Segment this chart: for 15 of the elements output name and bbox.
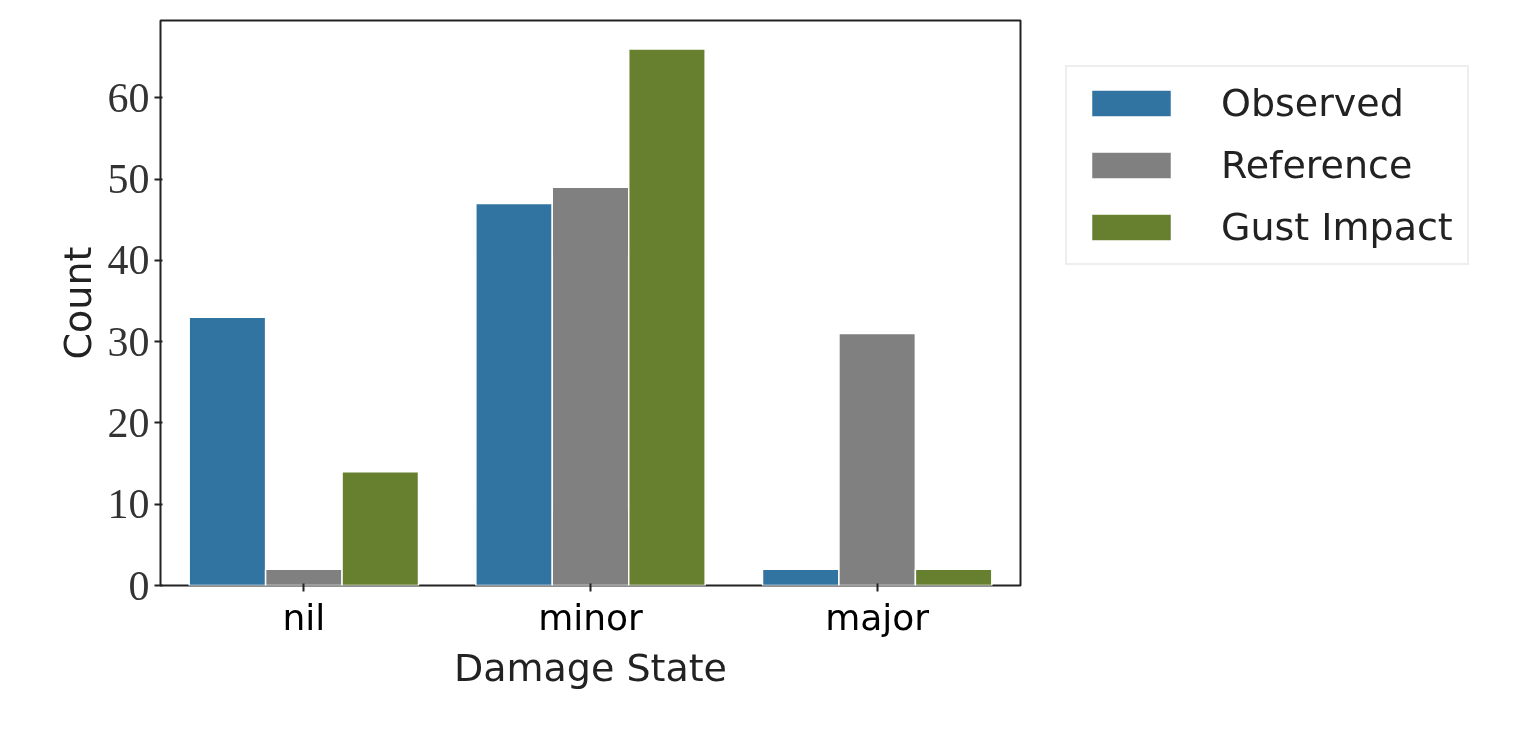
y-tick-label: 10 bbox=[107, 481, 150, 528]
y-tick-label: 30 bbox=[107, 318, 150, 365]
y-axis-title: Count bbox=[55, 246, 100, 360]
y-tick-label: 0 bbox=[128, 562, 150, 609]
legend-label: Gust Impact bbox=[1221, 205, 1453, 249]
x-axis-title: Damage State bbox=[453, 645, 728, 690]
y-tick-label: 50 bbox=[107, 156, 150, 203]
legend-label: Reference bbox=[1221, 143, 1413, 187]
x-tick-label: nil bbox=[282, 596, 326, 638]
y-tick-label: 40 bbox=[107, 237, 150, 284]
y-tick-label: 20 bbox=[107, 399, 150, 446]
x-tick-label: major bbox=[825, 596, 930, 638]
x-tick-label: minor bbox=[538, 596, 644, 638]
legend-label: Observed bbox=[1221, 81, 1404, 125]
y-tick-label: 60 bbox=[107, 74, 150, 121]
